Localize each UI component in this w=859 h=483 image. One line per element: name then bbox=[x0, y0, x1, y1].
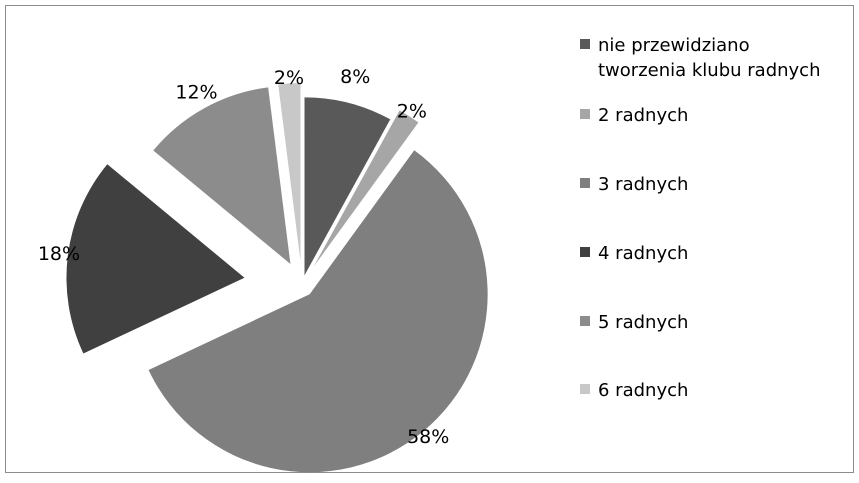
slice-label-6: 2% bbox=[274, 67, 304, 89]
legend-swatch-6 bbox=[580, 384, 590, 394]
legend-swatch-5 bbox=[580, 316, 590, 326]
chart-border bbox=[5, 5, 854, 473]
slice-label-5: 12% bbox=[175, 82, 217, 104]
legend-item-2: 2 radnych bbox=[580, 103, 838, 128]
pie-slice-5 bbox=[153, 87, 291, 264]
legend-item-1: nie przewidziano tworzenia klubu radnych bbox=[580, 33, 838, 83]
pie-slice-2 bbox=[313, 110, 419, 267]
legend-item-3: 3 radnych bbox=[580, 172, 838, 197]
legend-label-2: 2 radnych bbox=[598, 105, 689, 126]
legend-swatch-3 bbox=[580, 178, 590, 188]
pie-slice-1 bbox=[304, 97, 391, 276]
legend-item-5: 5 radnych bbox=[580, 310, 838, 335]
legend-swatch-1 bbox=[580, 39, 590, 49]
pie-slice-6 bbox=[278, 83, 301, 262]
legend-swatch-4 bbox=[580, 247, 590, 257]
legend-swatch-2 bbox=[580, 109, 590, 119]
slice-label-1: 8% bbox=[340, 66, 370, 88]
legend-label-3: 3 radnych bbox=[598, 174, 689, 195]
legend-label-5: 5 radnych bbox=[598, 312, 689, 333]
legend-label-6: 6 radnych bbox=[598, 380, 689, 401]
slice-label-4: 18% bbox=[38, 243, 80, 265]
legend-item-6: 6 radnych bbox=[580, 378, 838, 403]
slice-label-2: 2% bbox=[397, 100, 427, 122]
legend-label-1: nie przewidziano tworzenia klubu radnych bbox=[598, 35, 821, 81]
legend-item-4: 4 radnych bbox=[580, 241, 838, 266]
slice-label-3: 58% bbox=[407, 426, 449, 448]
pie-slice-4 bbox=[66, 164, 245, 354]
legend-label-4: 4 radnych bbox=[598, 243, 689, 264]
pie-slice-3 bbox=[148, 150, 488, 473]
